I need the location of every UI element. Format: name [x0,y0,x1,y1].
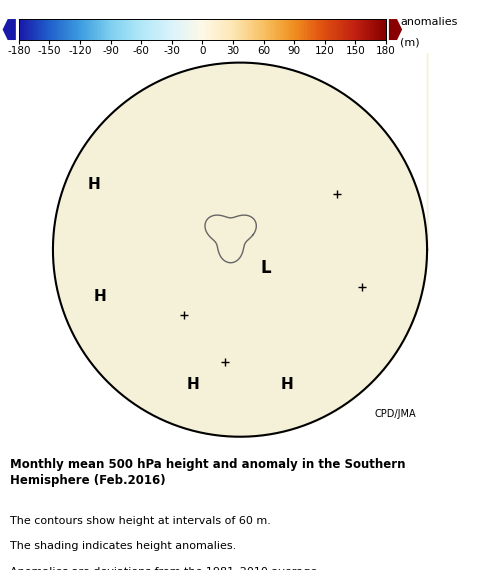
Text: 5100: 5100 [217,296,247,315]
Polygon shape [205,215,256,263]
Text: H: H [88,177,100,192]
Text: The shading indicates height anomalies.: The shading indicates height anomalies. [10,542,236,551]
Text: Monthly mean 500 hPa height and anomaly in the Southern
Hemisphere (Feb.2016): Monthly mean 500 hPa height and anomaly … [10,458,405,487]
Text: 5400: 5400 [150,162,179,185]
Polygon shape [172,206,306,303]
Text: CPD/JMA: CPD/JMA [374,409,416,420]
Text: The contours show height at intervals of 60 m.: The contours show height at intervals of… [10,516,270,526]
Text: H: H [280,377,293,392]
Text: anomalies: anomalies [400,17,457,27]
Text: (m): (m) [400,38,420,48]
Text: H: H [93,289,106,304]
Text: H: H [187,377,200,392]
Text: Anomalies are deviations from the 1981–2010 average.: Anomalies are deviations from the 1981–2… [10,567,320,570]
Text: L: L [261,259,272,278]
